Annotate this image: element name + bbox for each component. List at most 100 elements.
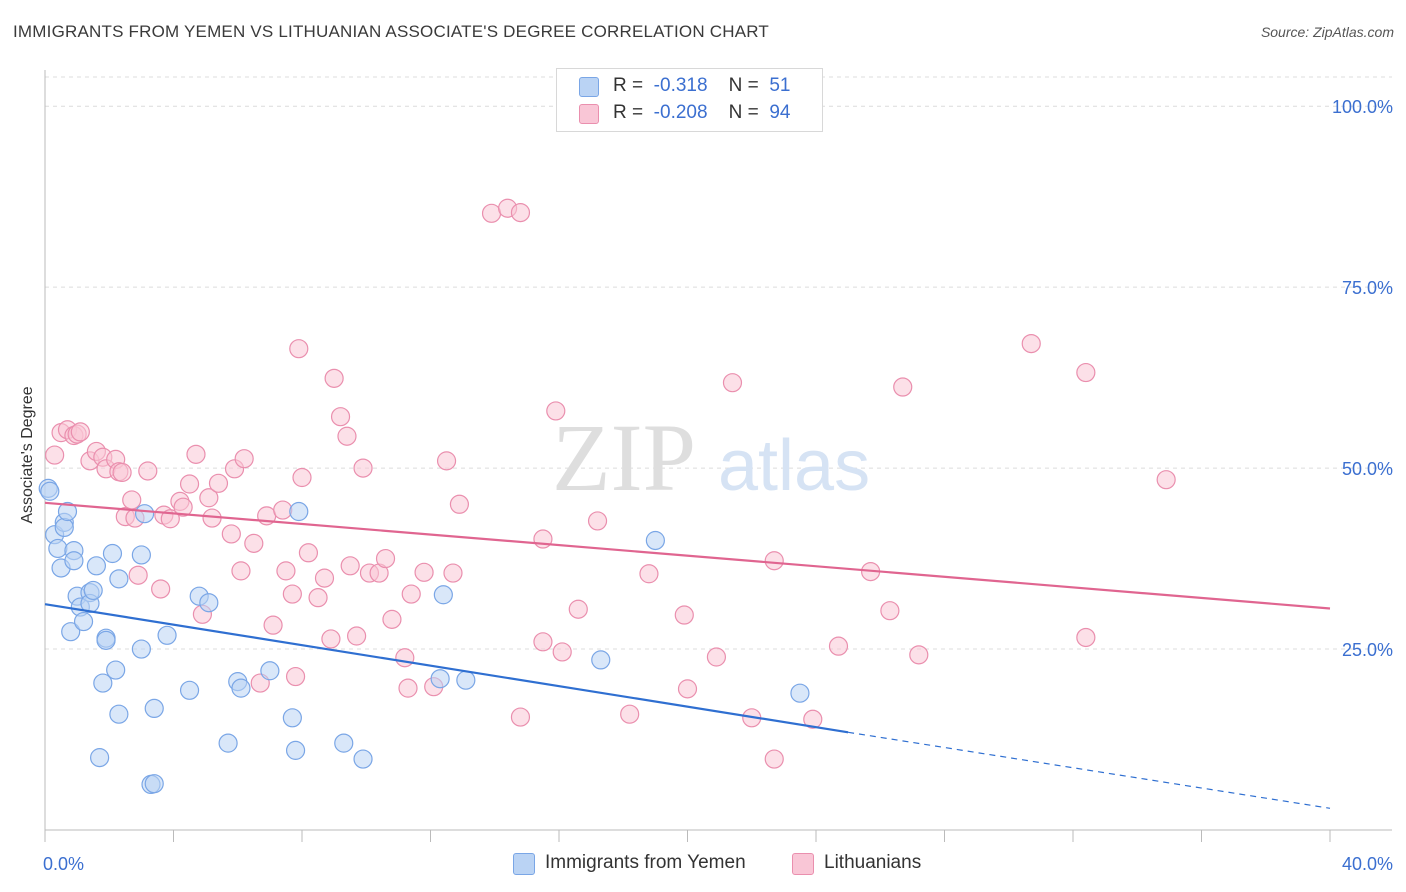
watermark-zip: ZIP — [552, 404, 696, 511]
legend-swatch-pink — [579, 104, 599, 124]
y-tick-label: 25.0% — [1342, 640, 1393, 660]
yemen-point — [90, 748, 110, 768]
yemen-point — [157, 625, 177, 645]
lithuanians-point — [324, 368, 344, 388]
lithuanians-point — [401, 584, 421, 604]
yemen-point — [131, 545, 151, 565]
yemen-point — [86, 556, 107, 576]
lithuanians-point — [909, 645, 929, 665]
lithuanians-point — [706, 647, 727, 667]
yemen-point — [179, 680, 200, 700]
legend-n-label: N = — [728, 75, 759, 96]
axes — [44, 70, 1392, 842]
yemen-point — [109, 704, 129, 724]
lithuanians-point — [128, 565, 148, 585]
lithuanians-point — [298, 543, 319, 563]
lithuanians-point — [803, 709, 823, 729]
lithuanians-point — [1076, 362, 1096, 383]
lithuanians-point — [375, 548, 396, 569]
grid-lines — [45, 76, 1392, 650]
yemen-point — [83, 580, 103, 601]
lithuanians-points — [45, 198, 1176, 769]
source-label: Source: ZipAtlas.com — [1260, 24, 1394, 40]
yemen-point — [289, 501, 309, 522]
yemen-point — [102, 543, 123, 564]
bottom-legend-swatch-pink — [792, 853, 814, 875]
yemen-point — [591, 650, 611, 670]
y-tick-label: 75.0% — [1342, 278, 1393, 298]
lithuanians-point — [321, 629, 341, 649]
lithuanians-point — [70, 422, 90, 442]
legend-text-lithuanians: R = -0.208 N = 94 — [613, 102, 790, 124]
lithuanians-point — [677, 679, 698, 699]
legend-n-value: 51 — [769, 75, 791, 96]
lithuanians-point — [138, 461, 158, 481]
yemen-point — [73, 611, 94, 632]
lithuanians-point — [289, 339, 309, 359]
tick-labels: 25.0% 50.0% 75.0% 100.0% 0.0% 40.0% — [43, 97, 1393, 874]
yemen-trend-line — [44, 603, 849, 734]
yemen-point — [93, 673, 113, 693]
bottom-legend-label-lithuanians: Lithuanians — [824, 852, 922, 873]
lithuanians-point — [481, 203, 502, 223]
lithuanians-point — [337, 426, 357, 446]
legend-n-value: 94 — [769, 102, 791, 123]
lithuanians-point — [199, 488, 219, 508]
chart-title: IMMIGRANTS FROM YEMEN VS LITHUANIAN ASSO… — [13, 22, 769, 41]
legend-swatch-blue — [579, 77, 599, 97]
yemen-point — [134, 504, 155, 524]
lithuanians-point — [314, 568, 335, 588]
yemen-trend-extension — [848, 731, 1331, 809]
trend-lines — [44, 501, 1331, 809]
lithuanians-point — [151, 579, 171, 599]
lithuanians-point — [347, 626, 367, 646]
yemen-point — [109, 569, 129, 589]
bottom-legend-label-yemen: Immigrants from Yemen — [545, 852, 746, 873]
lithuanians-point — [1076, 627, 1096, 648]
legend-r-label: R = — [613, 75, 644, 96]
lithuanians-point — [353, 458, 373, 478]
lithuanians-point — [1156, 470, 1176, 490]
lithuanians-point — [449, 494, 470, 514]
watermark: ZIP atlas — [552, 404, 870, 511]
yemen-point — [40, 481, 60, 501]
lithuanians-point — [285, 666, 306, 687]
lithuanians-trend-line — [44, 501, 1331, 610]
lithuanians-point — [893, 377, 913, 397]
yemen-point — [64, 551, 84, 571]
yemen-point — [334, 733, 354, 753]
bottom-legend-swatch-blue — [513, 853, 535, 875]
yemen-point — [218, 733, 238, 753]
lithuanians-point — [179, 474, 200, 494]
lithuanians-point — [234, 449, 254, 469]
lithuanians-point — [221, 524, 241, 544]
yemen-point — [231, 678, 251, 698]
yemen-point — [645, 530, 665, 551]
yemen-point — [48, 538, 68, 559]
yemen-point — [54, 517, 74, 538]
yemen-point — [61, 622, 81, 642]
yemen-point — [144, 698, 164, 719]
lithuanians-point — [414, 562, 434, 582]
yemen-point — [106, 660, 126, 680]
lithuanians-point — [292, 467, 312, 488]
lithuanians-point — [587, 511, 608, 531]
yemen-point — [456, 670, 476, 690]
lithuanians-point — [340, 556, 360, 576]
lithuanians-point — [208, 473, 229, 493]
lithuanians-point — [398, 678, 418, 698]
stats-legend: R = -0.318 N = 51 R = -0.208 N = 94 — [556, 68, 823, 132]
lithuanians-point — [764, 551, 784, 571]
yemen-point — [199, 593, 219, 613]
lithuanians-point — [828, 636, 849, 656]
lithuanians-point — [568, 599, 588, 619]
y-tick-label: 50.0% — [1342, 459, 1393, 479]
lithuanians-point — [639, 564, 659, 584]
yemen-point — [144, 774, 164, 794]
yemen-point — [96, 630, 116, 650]
lithuanians-point — [273, 500, 293, 520]
lithuanians-point — [722, 373, 743, 393]
lithuanians-point — [276, 561, 296, 581]
lithuanians-point — [510, 707, 531, 727]
